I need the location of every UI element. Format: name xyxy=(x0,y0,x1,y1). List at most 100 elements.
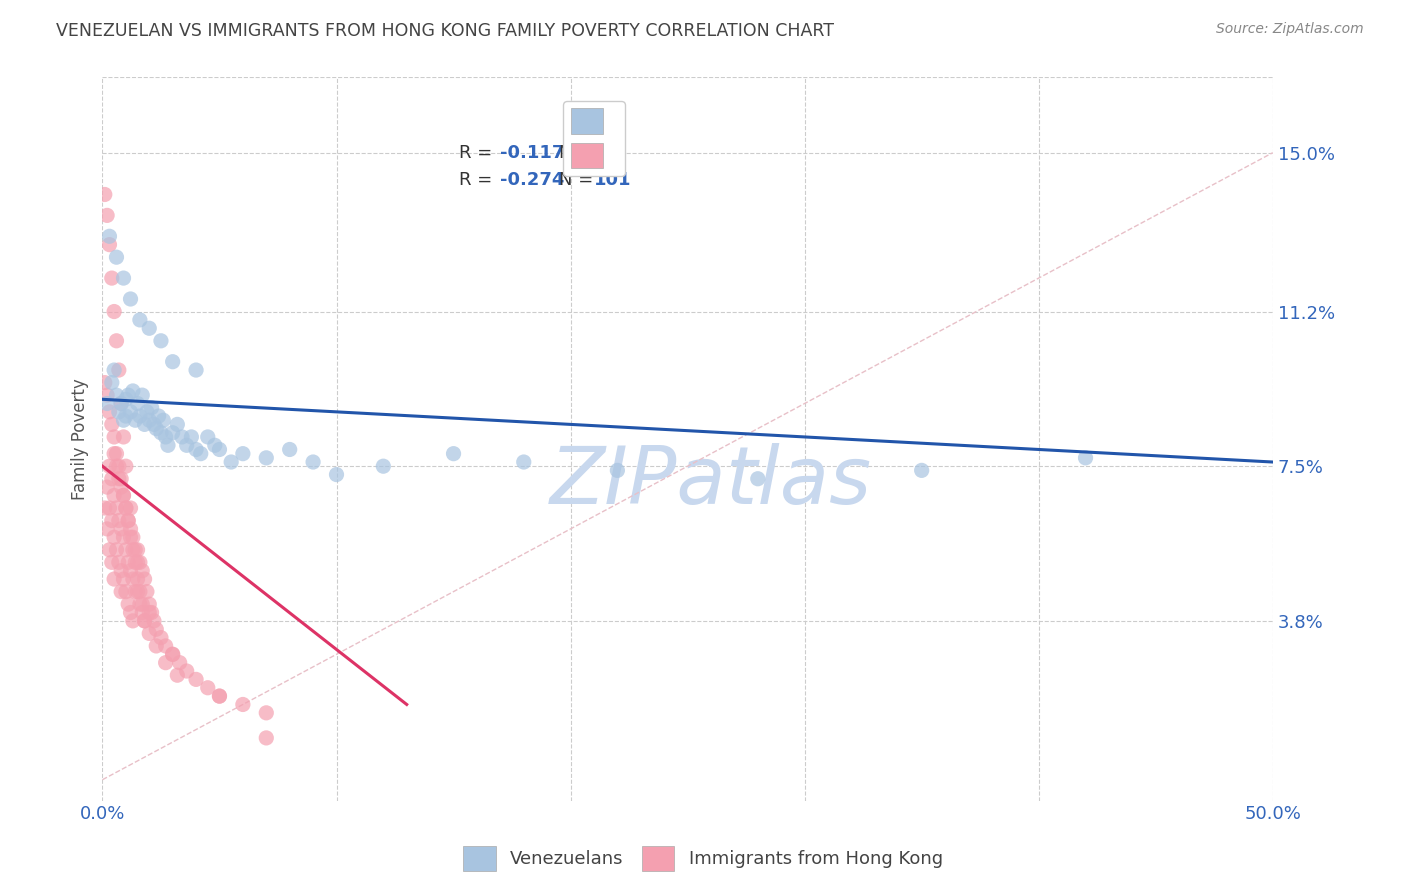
Point xyxy=(115,392,138,407)
Point xyxy=(115,501,138,516)
Point xyxy=(278,442,301,457)
Text: N =: N = xyxy=(558,145,599,162)
Point xyxy=(254,731,277,745)
Point xyxy=(98,405,121,419)
Point xyxy=(373,459,395,474)
Point xyxy=(166,668,188,682)
Point xyxy=(128,313,150,327)
Point xyxy=(98,501,121,516)
Point xyxy=(162,648,184,662)
Point xyxy=(103,572,125,586)
Point xyxy=(120,501,142,516)
Text: -0.117: -0.117 xyxy=(501,145,565,162)
Point xyxy=(103,447,125,461)
Point xyxy=(127,396,149,410)
Point xyxy=(162,425,184,440)
Point xyxy=(115,584,138,599)
Point xyxy=(141,401,163,415)
Text: N =: N = xyxy=(558,171,599,189)
Point xyxy=(142,417,165,432)
Point xyxy=(105,542,128,557)
Point xyxy=(152,413,174,427)
Point xyxy=(149,631,172,645)
Point xyxy=(117,597,139,611)
Point xyxy=(98,229,121,244)
Point xyxy=(120,292,142,306)
Point xyxy=(208,689,231,703)
Point xyxy=(96,396,118,410)
Point xyxy=(127,572,149,586)
Point xyxy=(134,417,156,432)
Point xyxy=(138,626,160,640)
Point xyxy=(127,584,149,599)
Point xyxy=(108,363,131,377)
Y-axis label: Family Poverty: Family Poverty xyxy=(72,378,89,500)
Point xyxy=(145,639,167,653)
Legend: , : , xyxy=(564,101,624,176)
Point xyxy=(142,614,165,628)
Point xyxy=(120,530,142,544)
Point xyxy=(184,673,207,687)
Text: R =: R = xyxy=(460,171,498,189)
Point xyxy=(94,187,117,202)
Point xyxy=(121,530,143,544)
Text: ZIPatlas: ZIPatlas xyxy=(550,443,872,522)
Point xyxy=(121,384,143,398)
Point xyxy=(121,614,143,628)
Point xyxy=(120,564,142,578)
Point xyxy=(128,409,150,423)
Point xyxy=(105,334,128,348)
Point xyxy=(208,689,231,703)
Point xyxy=(108,472,131,486)
Point xyxy=(98,459,121,474)
Point xyxy=(108,514,131,528)
Point xyxy=(110,472,132,486)
Text: -0.274: -0.274 xyxy=(501,171,565,189)
Point xyxy=(110,564,132,578)
Point xyxy=(166,417,188,432)
Point xyxy=(96,388,118,402)
Point xyxy=(254,450,277,465)
Point xyxy=(120,405,142,419)
Point xyxy=(110,396,132,410)
Point xyxy=(124,413,146,427)
Point xyxy=(98,542,121,557)
Point xyxy=(128,584,150,599)
Point xyxy=(141,606,163,620)
Point xyxy=(145,421,167,435)
Point xyxy=(110,584,132,599)
Point xyxy=(135,405,157,419)
Point xyxy=(513,455,536,469)
Point xyxy=(127,555,149,569)
Point xyxy=(117,555,139,569)
Text: R =: R = xyxy=(460,145,498,162)
Point xyxy=(138,606,160,620)
Point xyxy=(197,430,219,444)
Point xyxy=(204,438,226,452)
Point xyxy=(149,334,172,348)
Point xyxy=(138,413,160,427)
Point xyxy=(1074,450,1097,465)
Point xyxy=(110,522,132,536)
Point xyxy=(208,442,231,457)
Point xyxy=(190,447,212,461)
Point xyxy=(131,564,153,578)
Point xyxy=(124,584,146,599)
Point xyxy=(117,514,139,528)
Point xyxy=(127,542,149,557)
Point xyxy=(302,455,325,469)
Point xyxy=(219,455,242,469)
Point xyxy=(232,698,254,712)
Point xyxy=(108,459,131,474)
Point xyxy=(131,388,153,402)
Point xyxy=(134,614,156,628)
Point xyxy=(101,417,124,432)
Point xyxy=(606,463,628,477)
Point xyxy=(121,572,143,586)
Point xyxy=(98,237,121,252)
Point xyxy=(184,363,207,377)
Point xyxy=(105,250,128,264)
Point xyxy=(149,425,172,440)
Point xyxy=(115,459,138,474)
Point xyxy=(121,542,143,557)
